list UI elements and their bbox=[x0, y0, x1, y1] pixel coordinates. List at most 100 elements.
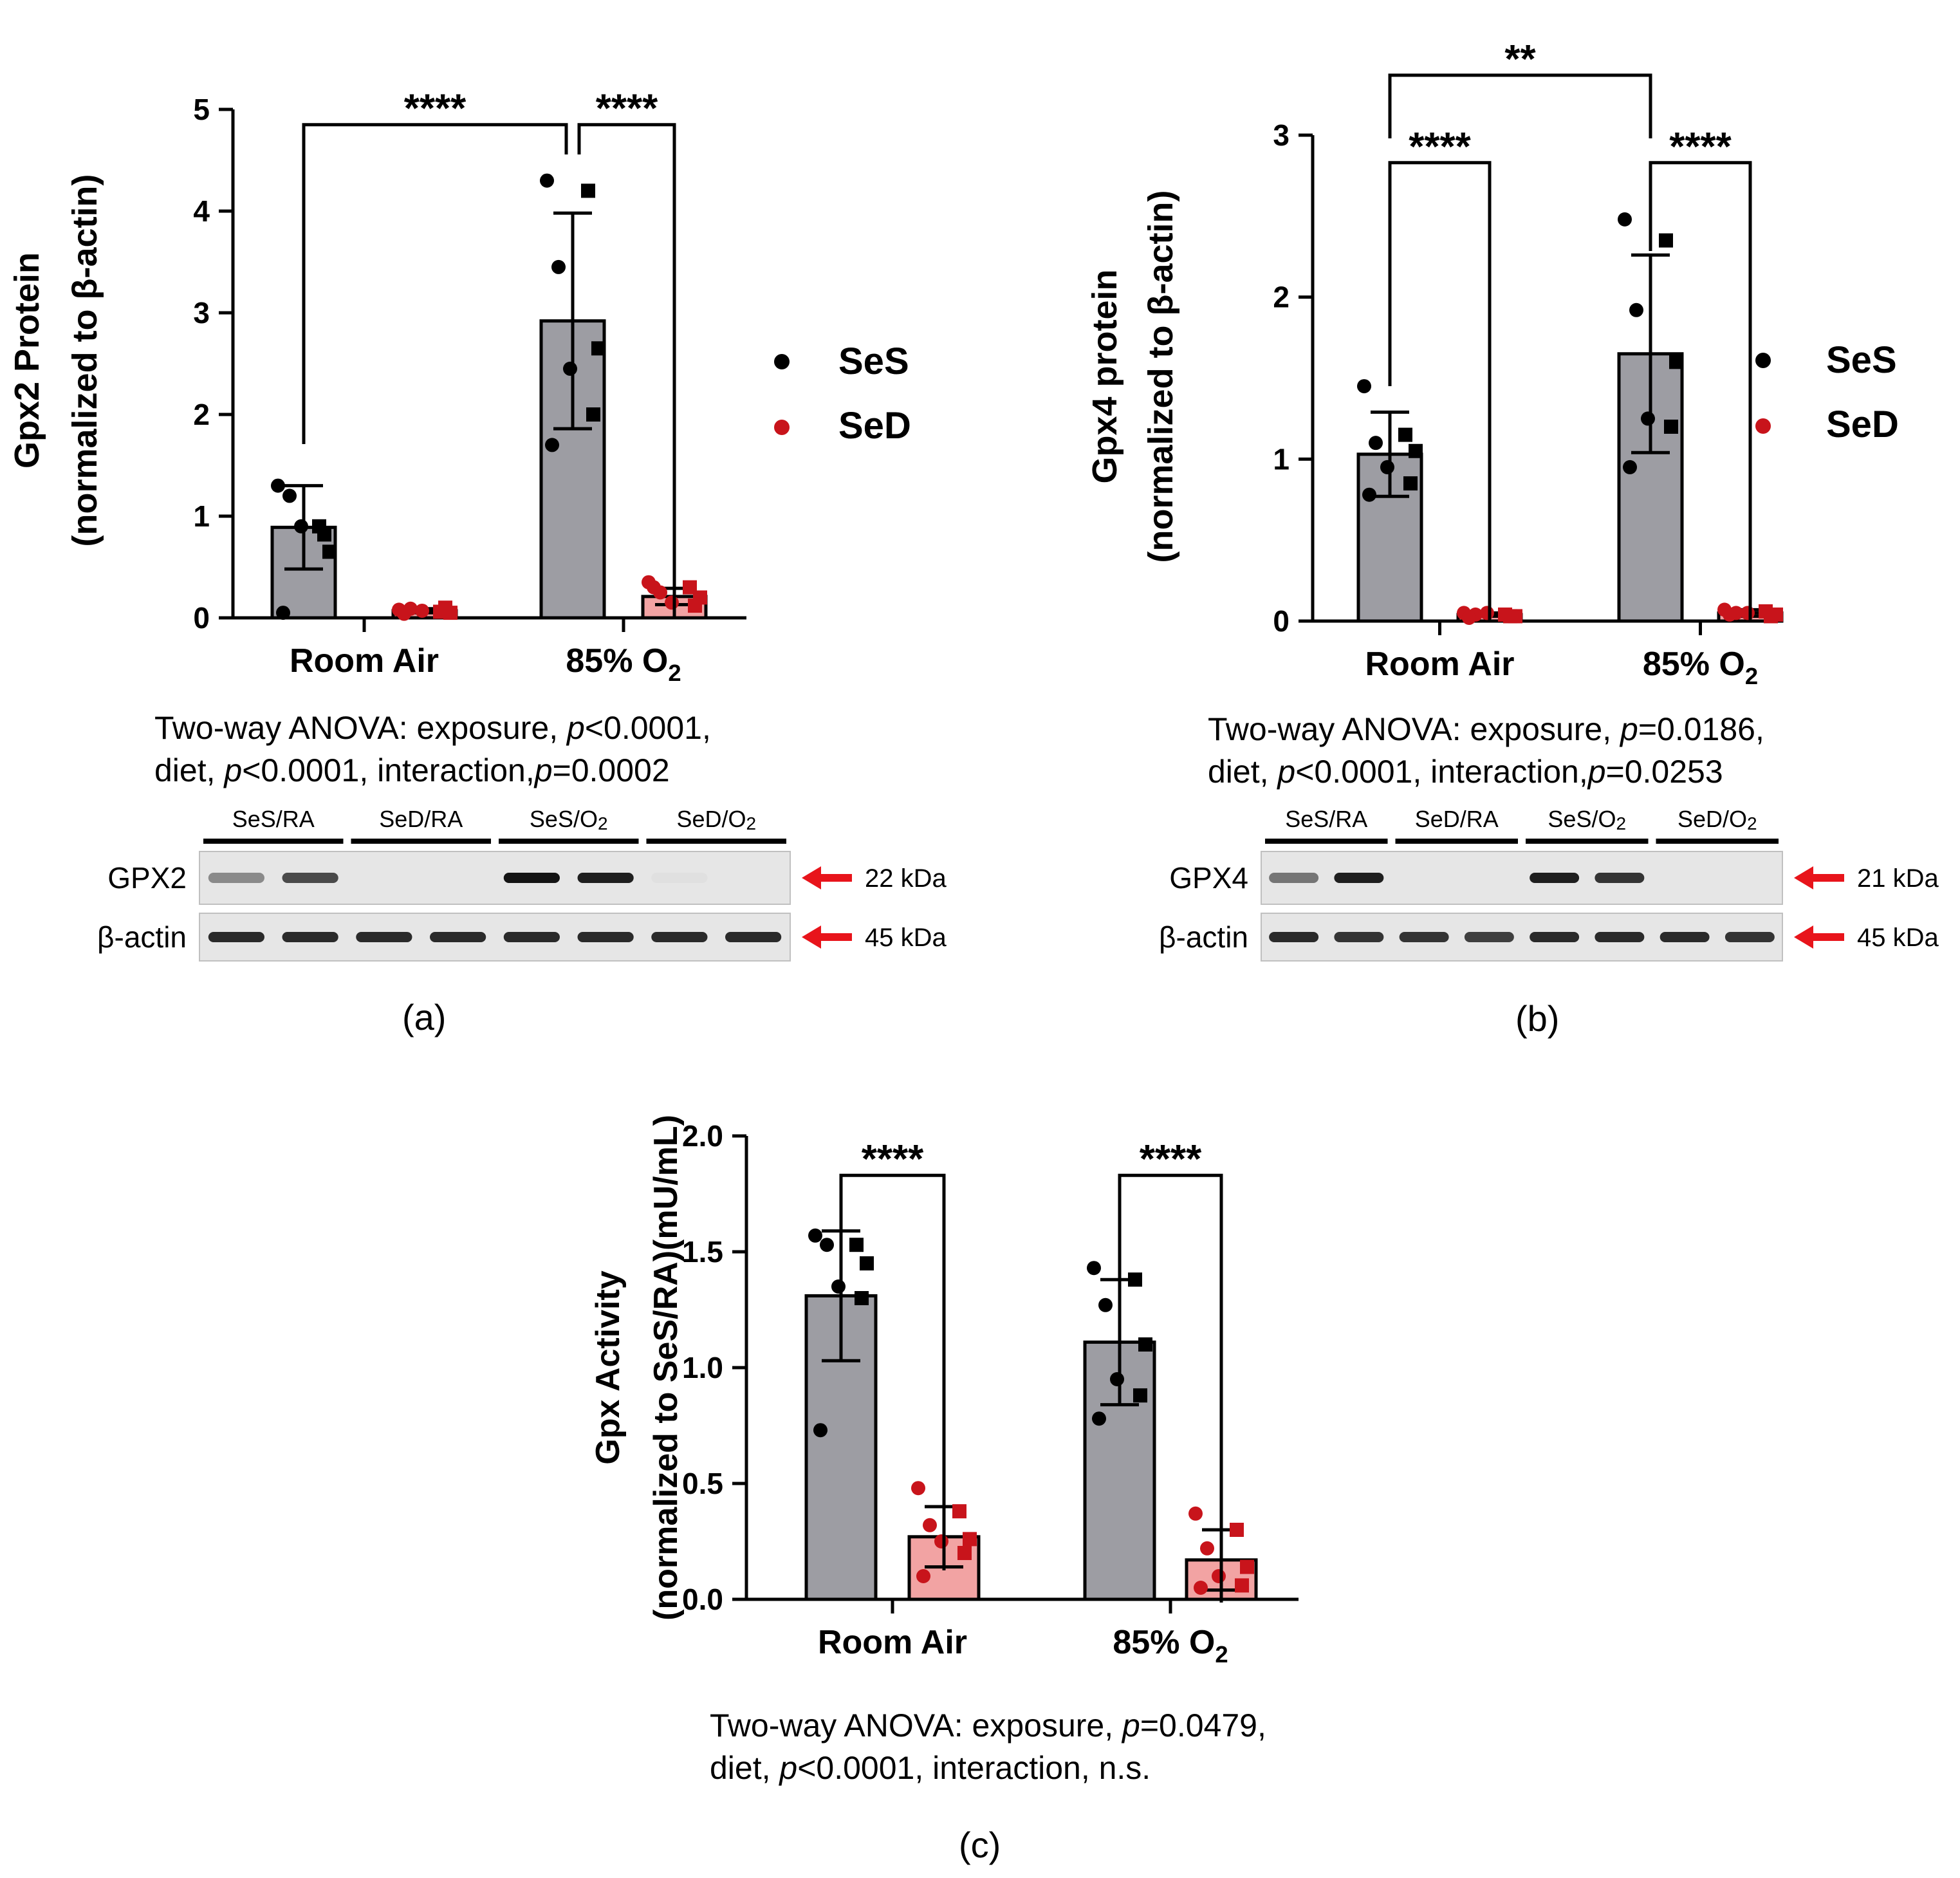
blot-band bbox=[1660, 932, 1710, 942]
blot-band bbox=[282, 873, 338, 883]
y-axis-label: (normalized to SeS/RA)(mU/mL) bbox=[647, 1115, 685, 1621]
y-tick-label: 0 bbox=[193, 601, 210, 635]
data-point bbox=[1629, 302, 1643, 317]
x-tick-label: Room Air bbox=[290, 642, 439, 680]
panel-label-b: (b) bbox=[1515, 998, 1560, 1039]
blot-b: SeS/RA SeD/RA SeS/O2 SeD/O2 GPX4 21 kDa β-acti… bbox=[1159, 806, 1939, 962]
anova-a-line2-post: =0.0002 bbox=[552, 752, 670, 788]
data-point bbox=[860, 1256, 874, 1270]
anova-c-line1-p: p bbox=[1122, 1707, 1140, 1743]
data-point bbox=[397, 606, 411, 621]
blot-band bbox=[503, 932, 560, 942]
y-axis-label: Gpx Activity bbox=[589, 1270, 627, 1465]
blot-group-underline bbox=[1656, 839, 1779, 844]
significance-label: **** bbox=[862, 1137, 924, 1182]
legend-a: SeS SeD bbox=[769, 328, 936, 457]
data-point bbox=[1188, 1506, 1203, 1521]
blot-band bbox=[356, 932, 412, 942]
data-point bbox=[1369, 436, 1383, 451]
data-point bbox=[1398, 427, 1412, 442]
y-tick-label: 5 bbox=[193, 93, 210, 126]
significance-bracket bbox=[577, 123, 676, 618]
data-point bbox=[282, 488, 297, 503]
y-tick-label: 3 bbox=[193, 296, 210, 330]
blot-group-label: SeS/RA bbox=[1285, 806, 1367, 832]
blot-group-label: SeD/RA bbox=[379, 806, 463, 832]
data-point bbox=[294, 519, 308, 534]
significance-label: **** bbox=[404, 87, 467, 131]
data-point bbox=[665, 595, 679, 610]
blot-a: SeS/RA SeD/RA SeS/O2 SeD/O2 GPX2 22 kDa β-acti… bbox=[97, 806, 947, 962]
anova-a: Two-way ANOVA: exposure, p<0.0001, diet,… bbox=[154, 707, 711, 792]
legend-sed-label-a: SeD bbox=[838, 405, 911, 447]
data-point bbox=[322, 544, 337, 559]
blot-kda-label: 21 kDa bbox=[1857, 864, 1939, 893]
panel-label-c: (c) bbox=[959, 1825, 1001, 1865]
anova-c-line1-pre: Two-way ANOVA: exposure, bbox=[710, 1707, 1122, 1743]
blot-group-underline bbox=[1395, 839, 1518, 844]
blot-group-subscript: 2 bbox=[746, 813, 756, 833]
data-point bbox=[591, 341, 606, 356]
data-point bbox=[1618, 212, 1632, 227]
blot-row-label: GPX2 bbox=[107, 861, 187, 895]
blot-group-label: SeD/O2 bbox=[676, 806, 756, 833]
data-point bbox=[923, 1518, 937, 1532]
significance-label: **** bbox=[1669, 125, 1732, 169]
y-tick-label: 2 bbox=[193, 398, 210, 431]
blot-band bbox=[1334, 873, 1384, 883]
x-tick-label: 85% O2 bbox=[1113, 1624, 1228, 1668]
data-point bbox=[952, 1504, 966, 1519]
anova-b-line2-post: =0.0253 bbox=[1605, 754, 1723, 790]
x-tick-label-subscript: 2 bbox=[668, 660, 681, 686]
anova-b-line2-pre: diet, bbox=[1208, 754, 1278, 790]
x-tick-label: 85% O2 bbox=[566, 642, 681, 686]
anova-c-line1-post: =0.0479, bbox=[1140, 1707, 1266, 1743]
data-point bbox=[963, 1532, 977, 1547]
blot-row-label: β-actin bbox=[97, 920, 187, 954]
legend-ses-label-a: SeS bbox=[838, 340, 909, 382]
data-point bbox=[438, 600, 452, 615]
x-tick-label-subscript: 2 bbox=[1745, 663, 1758, 689]
anova-a-line1-post: <0.0001, bbox=[584, 710, 711, 746]
data-point bbox=[1212, 1569, 1226, 1583]
significance-bracket bbox=[1388, 73, 1652, 138]
blot-band bbox=[577, 873, 634, 883]
chart-b: 0 1 2 3 Room Air 85% O2 Gpx4 protein (normalize… bbox=[1086, 37, 1784, 689]
data-point bbox=[647, 580, 661, 595]
data-point bbox=[1380, 460, 1394, 474]
y-axis-label: (normalized to β-actin) bbox=[1142, 191, 1180, 563]
y-tick-label: 3 bbox=[1273, 118, 1290, 152]
blot-group-underline bbox=[203, 839, 344, 844]
data-point bbox=[276, 606, 290, 620]
data-point bbox=[1409, 443, 1423, 458]
blot-band bbox=[651, 932, 708, 942]
y-tick-label: 1 bbox=[193, 499, 210, 533]
data-point bbox=[1659, 233, 1673, 248]
y-tick-label: 0.5 bbox=[682, 1467, 723, 1500]
blot-row-label: GPX4 bbox=[1169, 861, 1248, 895]
chart-a: 0 1 2 3 4 5 Room Air 85% O2 Gpx2 Protein (normali… bbox=[8, 87, 746, 686]
blot-band bbox=[1334, 932, 1384, 942]
blot-band bbox=[1530, 932, 1580, 942]
data-point bbox=[911, 1481, 925, 1496]
y-tick-label: 1 bbox=[1273, 442, 1290, 476]
significance-label: **** bbox=[1140, 1137, 1202, 1182]
anova-b-line2-p: p bbox=[1277, 754, 1296, 790]
blot-band bbox=[208, 932, 264, 942]
data-point bbox=[1098, 1297, 1113, 1312]
blot-band bbox=[503, 873, 560, 883]
data-point bbox=[1230, 1523, 1244, 1537]
blot-band bbox=[430, 932, 486, 942]
legend-b: SeS SeD bbox=[1750, 327, 1937, 456]
data-point bbox=[540, 173, 554, 188]
significance-bracket bbox=[302, 123, 568, 444]
legend-sed-marker-a bbox=[774, 420, 790, 435]
blot-kda-label: 45 kDa bbox=[1857, 924, 1939, 952]
anova-c-line2-pre: diet, bbox=[710, 1750, 780, 1786]
data-point bbox=[1128, 1272, 1142, 1287]
data-point bbox=[1403, 476, 1418, 491]
anova-b-line2-p2: p bbox=[1587, 754, 1606, 790]
legend-ses-marker-a bbox=[774, 354, 790, 369]
legend-sed-marker-b bbox=[1755, 418, 1771, 434]
anova-a-line2-mid: <0.0001, interaction, bbox=[242, 752, 535, 788]
